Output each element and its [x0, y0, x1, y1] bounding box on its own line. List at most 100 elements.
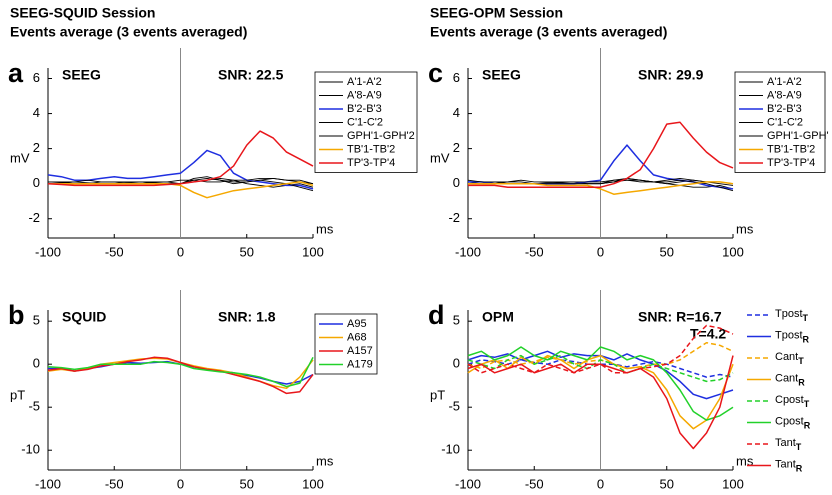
- legend-label: A68: [347, 331, 367, 343]
- y-tick-label: 4: [453, 105, 460, 120]
- legend-subscript: T: [804, 399, 810, 409]
- series-line: [467, 355, 734, 450]
- y-tick-label: 2: [33, 140, 40, 155]
- session-title: SEEG-SQUID Session: [10, 5, 155, 21]
- legend-label: A'8-A'9: [767, 89, 802, 101]
- y-axis-label: pT: [10, 387, 25, 402]
- session-subtitle: Events average (3 events averaged): [10, 24, 247, 40]
- panel-label: a: [8, 58, 24, 88]
- x-tick-label: -50: [105, 244, 124, 259]
- x-tick-label: 50: [240, 244, 254, 259]
- panel-title: SEEG: [482, 67, 521, 83]
- legend-label: CpostT: [775, 394, 810, 409]
- legend-label: B'2-B'3: [347, 103, 382, 115]
- y-tick-label: 0: [33, 175, 40, 190]
- y-axis-label: mV: [430, 150, 450, 165]
- y-tick-label: 4: [33, 105, 40, 120]
- legend-label: A95: [347, 318, 367, 330]
- legend-name: Cant: [775, 351, 798, 363]
- series-line: [47, 149, 314, 190]
- series-line: [467, 177, 734, 185]
- legend-subscript: R: [803, 335, 810, 345]
- legend-subscript: R: [798, 378, 805, 388]
- legend-label: CpostR: [775, 415, 811, 430]
- y-tick-label: 0: [453, 175, 460, 190]
- x-tick-label: 50: [660, 476, 674, 491]
- x-tick-label: 100: [722, 244, 744, 259]
- y-tick-label: -2: [448, 210, 460, 225]
- x-axis-label: ms: [736, 221, 754, 236]
- x-tick-label: 0: [177, 244, 184, 259]
- x-axis-label: ms: [316, 221, 334, 236]
- legend-label: A'1-A'2: [347, 76, 382, 88]
- x-tick-label: -50: [525, 244, 544, 259]
- legend-label: TantT: [775, 437, 802, 452]
- x-tick-label: 50: [660, 244, 674, 259]
- y-tick-label: -10: [441, 442, 460, 457]
- legend-subscript: R: [804, 421, 811, 431]
- x-tick-label: -50: [525, 476, 544, 491]
- legend-label: GPH'1-GPH'2: [347, 130, 415, 142]
- legend-label: TB'1-TB'2: [767, 143, 815, 155]
- legend-label: TpostT: [775, 308, 809, 323]
- x-tick-label: 100: [302, 244, 324, 259]
- x-axis-label: ms: [736, 453, 754, 468]
- panel-title: OPM: [482, 309, 514, 325]
- x-tick-label: 50: [240, 476, 254, 491]
- legend-label: TP'3-TP'4: [347, 157, 395, 169]
- legend-name: Tant: [775, 458, 796, 470]
- legend-name: Tpost: [775, 329, 803, 341]
- x-tick-label: -100: [455, 244, 481, 259]
- y-tick-label: -2: [28, 210, 40, 225]
- x-tick-label: -100: [35, 476, 61, 491]
- snr-label: SNR: 22.5: [218, 67, 284, 83]
- series-line: [48, 181, 314, 199]
- legend-label: A179: [347, 358, 373, 370]
- legend-label: GPH'1-GPH': [767, 130, 829, 142]
- legend-name: Cant: [775, 372, 798, 384]
- series-line: [47, 356, 314, 388]
- y-tick-label: -10: [21, 442, 40, 457]
- series-line: [47, 130, 314, 187]
- legend-name: Cpost: [775, 415, 804, 427]
- legend-subscript: R: [796, 464, 803, 474]
- snr-label: SNR: 29.9: [638, 67, 704, 83]
- x-tick-label: 100: [302, 476, 324, 491]
- series-line: [47, 356, 314, 395]
- legend-label: CantR: [775, 372, 805, 387]
- snr-label: T=4.2: [690, 326, 726, 342]
- y-tick-label: 6: [33, 70, 40, 85]
- legend-label: TB'1-TB'2: [347, 143, 395, 155]
- legend-label: A'1-A'2: [767, 76, 802, 88]
- series-line: [467, 324, 734, 374]
- x-tick-label: -100: [35, 244, 61, 259]
- series-line: [48, 177, 314, 185]
- legend-name: Tant: [775, 437, 796, 449]
- snr-label: SNR: R=16.7: [638, 309, 722, 325]
- legend-subscript: T: [796, 442, 802, 452]
- series-line: [467, 359, 734, 378]
- snr-label: SNR: 1.8: [218, 309, 276, 325]
- panel-title: SQUID: [62, 309, 106, 325]
- series-line: [468, 121, 734, 188]
- legend-label: C'1-C'2: [767, 116, 803, 128]
- session-subtitle: Events average (3 events averaged): [430, 24, 667, 40]
- y-tick-label: 6: [453, 70, 460, 85]
- y-tick-label: 2: [453, 140, 460, 155]
- y-axis-label: mV: [10, 150, 30, 165]
- panel-label: d: [428, 300, 445, 330]
- legend-label: TP'3-TP'4: [767, 157, 815, 169]
- panel-label: c: [428, 58, 443, 88]
- y-tick-label: 5: [33, 313, 40, 328]
- y-tick-label: -5: [28, 399, 40, 414]
- legend-name: Cpost: [775, 394, 804, 406]
- series-line: [467, 346, 734, 421]
- legend-label: A157: [347, 345, 373, 357]
- panel-title: SEEG: [62, 67, 101, 83]
- x-tick-label: 0: [177, 476, 184, 491]
- legend-label: CantT: [775, 351, 804, 366]
- legend-label: TantR: [775, 458, 803, 473]
- legend-name: Tpost: [775, 308, 803, 320]
- legend-label: TpostR: [775, 329, 810, 344]
- y-tick-label: 5: [453, 313, 460, 328]
